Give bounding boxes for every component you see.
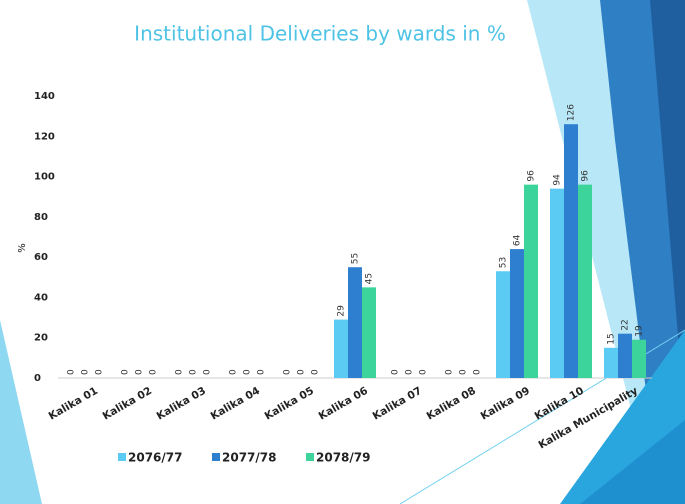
data-label: 0: [459, 369, 469, 375]
legend-label: 2078/79: [316, 451, 370, 465]
legend-label: 2076/77: [128, 451, 182, 465]
data-label: 96: [527, 170, 537, 182]
data-label: 94: [553, 174, 563, 186]
y-tick-label: 100: [34, 172, 55, 183]
data-label: 15: [607, 333, 617, 344]
data-label: 0: [229, 369, 239, 375]
data-label: 29: [337, 305, 347, 317]
data-label: 0: [67, 369, 77, 375]
legend-label: 2077/78: [222, 451, 276, 465]
data-label: 126: [567, 104, 577, 121]
y-axis-label: %: [17, 243, 28, 253]
y-tick-label: 20: [34, 333, 48, 344]
data-label: 19: [635, 325, 645, 337]
y-tick-label: 140: [34, 91, 55, 102]
data-label: 0: [135, 369, 145, 375]
x-tick-label: Kalika 01: [47, 385, 100, 423]
data-label: 45: [365, 273, 375, 284]
decoration: [0, 320, 42, 504]
data-label: 53: [499, 257, 509, 268]
bar: [550, 188, 564, 378]
data-label: 0: [405, 369, 415, 375]
bar: [618, 333, 632, 378]
data-label: 22: [621, 319, 631, 330]
x-tick-label: Kalika 06: [317, 385, 370, 423]
data-label: 0: [189, 369, 199, 375]
bar: [564, 124, 578, 378]
data-label: 64: [513, 234, 523, 246]
data-label: 96: [581, 170, 591, 182]
data-label: 55: [351, 253, 361, 264]
bar: [578, 184, 592, 378]
y-tick-label: 120: [34, 131, 55, 142]
data-label: 0: [149, 369, 159, 375]
bar: [510, 249, 524, 378]
data-label: 0: [283, 369, 293, 375]
x-tick-label: Kalika 05: [263, 385, 316, 423]
data-label: 0: [81, 369, 91, 375]
x-tick-label: Kalika 03: [155, 385, 208, 423]
legend-swatch: [212, 453, 220, 461]
data-label: 0: [297, 369, 307, 375]
data-label: 0: [445, 369, 455, 375]
legend-swatch: [306, 453, 314, 461]
data-label: 0: [311, 369, 321, 375]
x-tick-label: Kalika 09: [479, 385, 532, 423]
y-tick-label: 80: [34, 212, 48, 223]
bar: [362, 287, 376, 378]
data-label: 0: [473, 369, 483, 375]
bar: [604, 347, 618, 378]
x-tick-label: Kalika 07: [371, 385, 424, 423]
data-label: 0: [257, 369, 267, 375]
bar: [348, 267, 362, 378]
data-label: 0: [243, 369, 253, 375]
bar: [334, 319, 348, 378]
y-tick-label: 60: [34, 252, 48, 263]
data-label: 0: [95, 369, 105, 375]
legend-swatch: [118, 453, 126, 461]
data-label: 0: [121, 369, 131, 375]
data-label: 0: [203, 369, 213, 375]
data-label: 0: [419, 369, 429, 375]
y-tick-label: 0: [34, 373, 41, 384]
y-tick-label: 40: [34, 292, 48, 303]
bar: [632, 339, 646, 378]
chart-title: Institutional Deliveries by wards in %: [134, 22, 506, 46]
data-label: 0: [391, 369, 401, 375]
decoration: [580, 420, 685, 504]
x-tick-label: Kalika 08: [425, 385, 478, 423]
data-label: 0: [175, 369, 185, 375]
bar: [496, 271, 510, 378]
decoration: [650, 0, 685, 420]
bar: [524, 184, 538, 378]
x-tick-label: Kalika 02: [101, 385, 154, 423]
x-tick-label: Kalika 04: [209, 385, 262, 423]
